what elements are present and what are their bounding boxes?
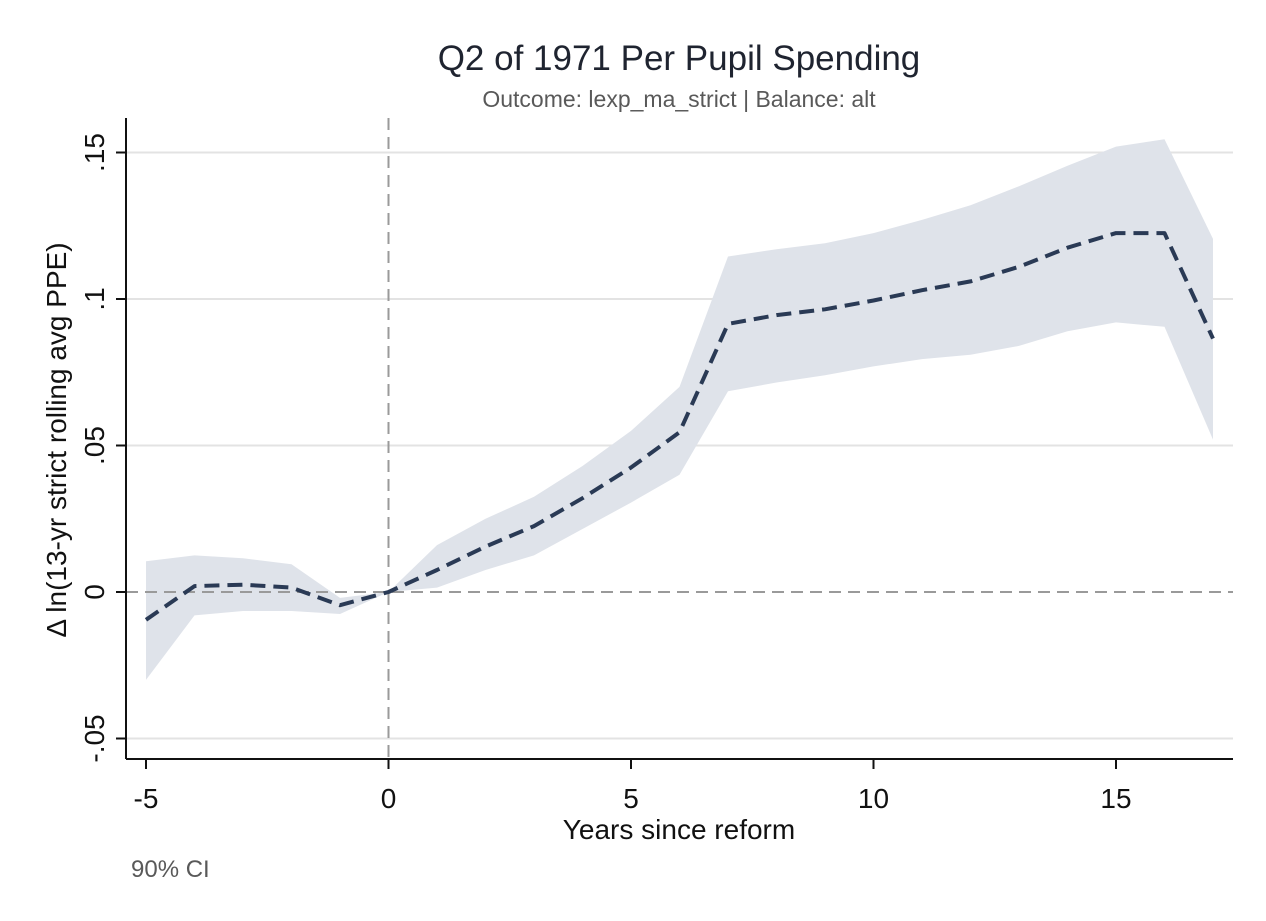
estimate-line <box>144 231 1215 622</box>
series-line <box>144 231 1215 622</box>
tick-labels: -5 0 5 10 15 -.05 0 .05 .1 .15 <box>79 133 1132 814</box>
ci-band-area <box>146 139 1213 680</box>
y-tick-label: .05 <box>79 426 110 465</box>
y-tick-label: 0 <box>79 584 110 600</box>
reference-lines <box>126 118 1233 759</box>
x-tick-label: 5 <box>623 783 639 814</box>
axes <box>125 118 1233 760</box>
chart-subtitle: Outcome: lexp_ma_strict | Balance: alt <box>482 86 876 112</box>
x-tick-label: 15 <box>1100 783 1131 814</box>
chart-title: Q2 of 1971 Per Pupil Spending <box>438 39 921 78</box>
y-tick-label: .1 <box>79 287 110 310</box>
x-axis-title: Years since reform <box>563 814 795 845</box>
y-axis-title: Δ ln(13-yr strict rolling avg PPE) <box>41 242 72 637</box>
ci-note: 90% CI <box>131 856 210 883</box>
x-tick-label: -5 <box>134 783 159 814</box>
y-tick-label: .15 <box>79 133 110 172</box>
x-tick-label: 10 <box>858 783 889 814</box>
confidence-band <box>146 139 1213 680</box>
x-tick-label: 0 <box>381 783 397 814</box>
gridlines <box>126 151 1233 740</box>
y-tick-label: -.05 <box>79 714 110 762</box>
